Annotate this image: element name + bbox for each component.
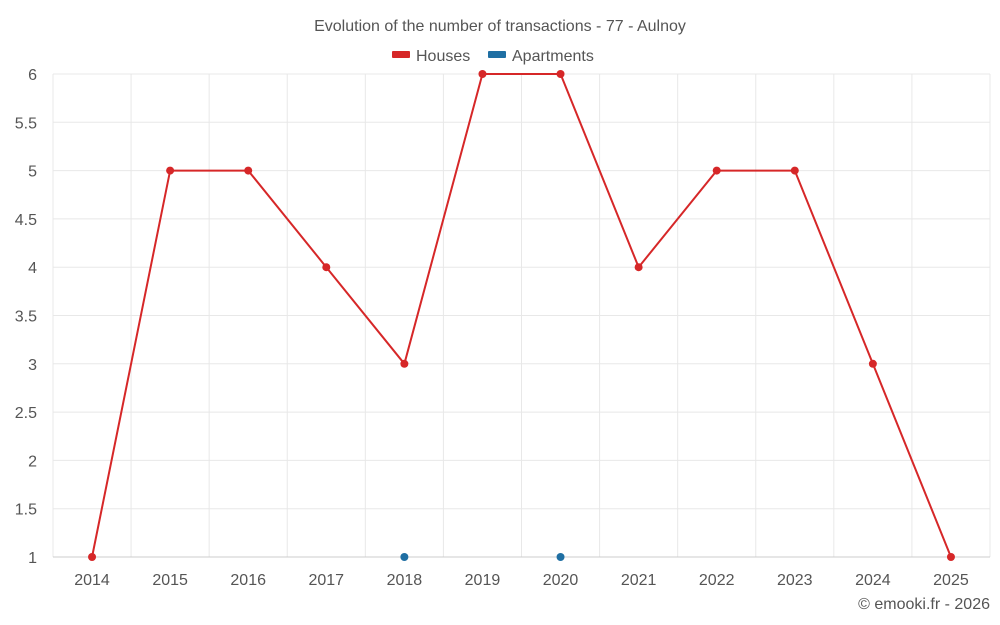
- chart-title: Evolution of the number of transactions …: [314, 18, 686, 35]
- data-point-houses: [712, 166, 721, 175]
- y-tick-label: 3: [28, 357, 37, 374]
- x-tick-label: 2019: [465, 572, 501, 589]
- series-line-houses: [91, 73, 952, 558]
- y-tick-label: 6: [28, 67, 37, 84]
- legend-swatch-houses: [392, 51, 410, 58]
- y-tick-label: 5.5: [15, 115, 37, 132]
- data-point-houses: [244, 166, 253, 175]
- x-tick-label: 2022: [699, 572, 735, 589]
- x-tick-label: 2016: [230, 572, 266, 589]
- data-point-houses: [166, 166, 175, 175]
- y-tick-label: 4.5: [15, 212, 37, 229]
- x-tick-label: 2018: [387, 572, 423, 589]
- legend-label-houses: Houses: [416, 48, 470, 65]
- data-point-apartments: [400, 553, 409, 561]
- y-tick-label: 2.5: [15, 405, 37, 422]
- legend-item-houses[interactable]: Houses: [392, 48, 470, 65]
- data-point-houses: [790, 166, 799, 175]
- x-tick-label: 2023: [777, 572, 813, 589]
- y-tick-label: 1: [28, 550, 37, 567]
- y-tick-label: 4: [28, 260, 37, 277]
- legend-item-apartments[interactable]: Apartments: [488, 48, 594, 65]
- chart-credit: © emooki.fr - 2026: [858, 596, 990, 613]
- data-point-houses: [400, 359, 409, 368]
- data-point-houses: [322, 263, 331, 272]
- x-tick-label: 2017: [308, 572, 344, 589]
- legend-swatch-apartments: [488, 51, 506, 58]
- legend-label-apartments: Apartments: [512, 48, 594, 65]
- data-point-houses: [478, 70, 487, 78]
- plot-area: 1 1.5 2 2.5 3 3.5 4 4.5 5 5.5 6 2014 2015 2016 2017 201…: [15, 67, 991, 589]
- data-point-houses: [868, 359, 877, 368]
- data-point-houses: [556, 70, 565, 78]
- data-point-houses: [946, 553, 955, 561]
- x-tick-label: 2014: [74, 572, 110, 589]
- x-tick-label: 2025: [933, 572, 969, 589]
- x-tick-label: 2021: [621, 572, 657, 589]
- y-tick-label: 2: [28, 453, 37, 470]
- x-tick-label: 2015: [152, 572, 188, 589]
- y-tick-label: 5: [28, 164, 37, 181]
- data-point-houses: [88, 553, 97, 561]
- data-point-apartments: [556, 553, 565, 561]
- x-tick-label: 2024: [855, 572, 891, 589]
- y-tick-label: 3.5: [15, 309, 37, 326]
- x-tick-label: 2020: [543, 572, 579, 589]
- data-point-houses: [634, 263, 643, 272]
- y-tick-label: 1.5: [15, 502, 37, 519]
- legend: Houses Apartments: [392, 48, 594, 65]
